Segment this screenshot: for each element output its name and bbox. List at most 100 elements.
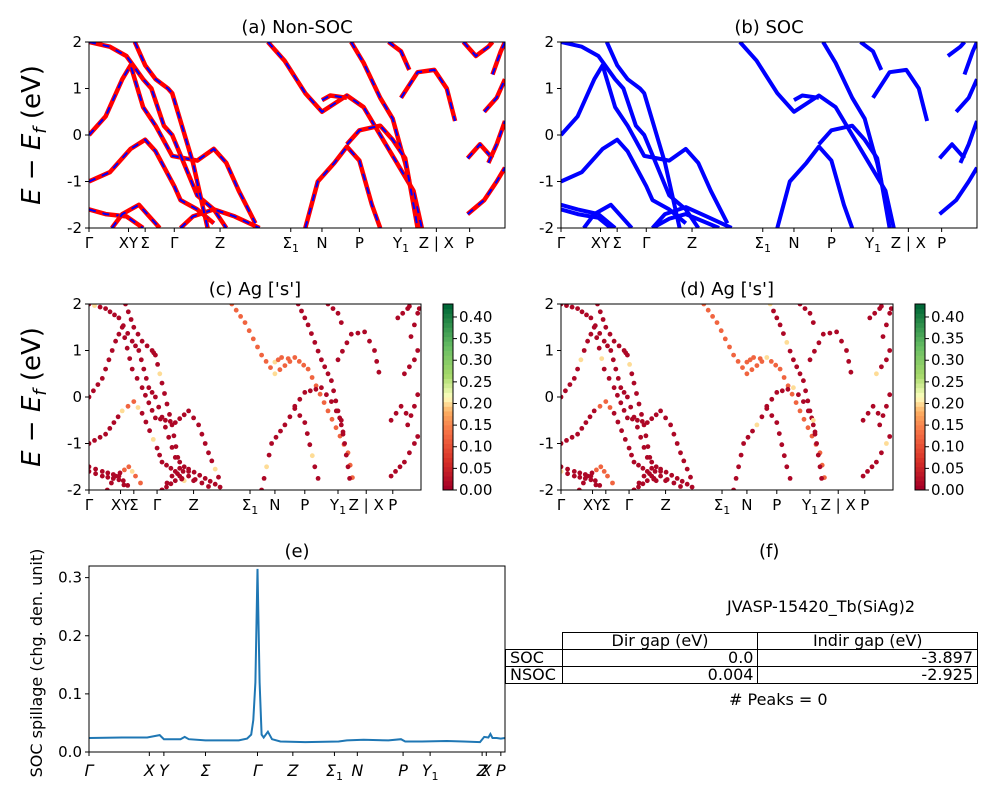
band-point: [785, 386, 791, 392]
band-point: [362, 329, 367, 335]
band-point: [259, 352, 264, 358]
band-point: [674, 476, 680, 481]
panel-e-xtick-label: Σ: [200, 761, 211, 780]
row-label: SOC: [505, 649, 563, 667]
band-point: [263, 359, 269, 364]
band-point: [607, 331, 613, 337]
colorbar-segment: [443, 383, 453, 389]
band-point: [107, 426, 113, 431]
panel-a-ytick-label: 0: [72, 126, 82, 144]
band-point: [143, 419, 149, 425]
panel-b-xtick-label: Y1: [864, 234, 881, 255]
band-point: [669, 472, 675, 478]
band-point: [764, 355, 770, 360]
band-point: [125, 309, 131, 315]
band-point: [131, 324, 137, 330]
panel-c-xtick-label: Y1: [329, 496, 346, 517]
band-point: [647, 455, 653, 460]
panel-d-xtick-label: N: [741, 496, 752, 514]
soc-band-line: [738, 42, 896, 228]
colorbar-segment: [915, 406, 925, 412]
soc-band-line: [871, 67, 930, 122]
soc-band-line: [793, 93, 820, 102]
band-point: [579, 426, 585, 431]
band-point: [93, 466, 98, 472]
band-point: [125, 331, 131, 336]
band-point: [312, 464, 318, 470]
band-point: [324, 392, 329, 398]
band-point: [103, 366, 108, 372]
nonsoc-band-line: [466, 166, 505, 216]
band-point: [588, 477, 594, 483]
band-point: [342, 441, 347, 446]
panel-b-bands: [561, 42, 977, 228]
band-point: [564, 304, 569, 308]
band-point: [131, 399, 137, 404]
band-point: [287, 414, 293, 420]
band-point: [606, 376, 612, 381]
band-point: [678, 450, 683, 456]
band-point: [330, 306, 336, 311]
band-point: [603, 324, 609, 330]
band-point: [844, 348, 849, 353]
band-point: [412, 403, 417, 409]
band-point: [879, 304, 884, 309]
band-point: [688, 474, 693, 480]
band-point: [268, 365, 273, 370]
band-point: [99, 473, 105, 479]
band-point: [817, 464, 823, 470]
panel-c-xtick-label: Σ1: [242, 496, 258, 517]
band-point: [597, 483, 603, 488]
band-point: [398, 403, 404, 409]
band-point: [340, 429, 346, 435]
colorbar-tick-label: 0.40: [931, 308, 964, 326]
soc-band-line: [651, 205, 733, 228]
band-point: [869, 464, 875, 470]
band-point: [415, 310, 421, 316]
colorbar-tick-label: 0.15: [459, 416, 492, 434]
panel-c-colorbar: [442, 303, 454, 491]
band-point: [616, 343, 622, 349]
colorbar-segment: [443, 341, 453, 347]
band-point: [750, 428, 755, 434]
colorbar-segment: [443, 462, 453, 468]
band-point: [815, 452, 821, 458]
band-point: [127, 356, 133, 361]
panel-d-colorbar: [914, 303, 926, 491]
colorbar-segment: [443, 420, 453, 426]
band-point: [820, 331, 826, 337]
colorbar-segment: [915, 373, 925, 379]
colorbar-segment: [915, 345, 925, 351]
colorbar-segment: [443, 304, 453, 310]
band-point: [807, 357, 813, 363]
soc-band-line: [958, 120, 977, 164]
panel-e-xtick-label: P: [398, 761, 408, 780]
band-point: [571, 473, 577, 479]
band-point: [312, 340, 318, 345]
band-point: [335, 310, 341, 316]
band-point: [329, 416, 335, 422]
band-point: [344, 340, 350, 346]
band-point: [625, 352, 630, 358]
band-point: [618, 400, 624, 406]
band-point: [304, 431, 310, 436]
band-point: [407, 304, 412, 309]
band-point: [622, 437, 628, 442]
band-point: [233, 307, 239, 313]
band-point: [594, 335, 600, 341]
band-point: [393, 469, 398, 474]
band-point: [282, 363, 288, 368]
indir-gap-header: Indir gap (eV): [757, 632, 978, 650]
band-point: [136, 348, 142, 353]
band-point: [635, 417, 640, 423]
band-point: [601, 469, 607, 474]
panel-a-xtick-label: Z: [215, 234, 225, 252]
band-point: [139, 338, 145, 344]
band-point: [388, 473, 394, 479]
panel-e-xtick-label: Γ: [85, 761, 95, 780]
band-point: [593, 482, 599, 488]
band-point: [277, 367, 283, 373]
soc-band-dash: [466, 167, 505, 215]
band-point: [250, 336, 256, 342]
band-point: [186, 466, 192, 472]
